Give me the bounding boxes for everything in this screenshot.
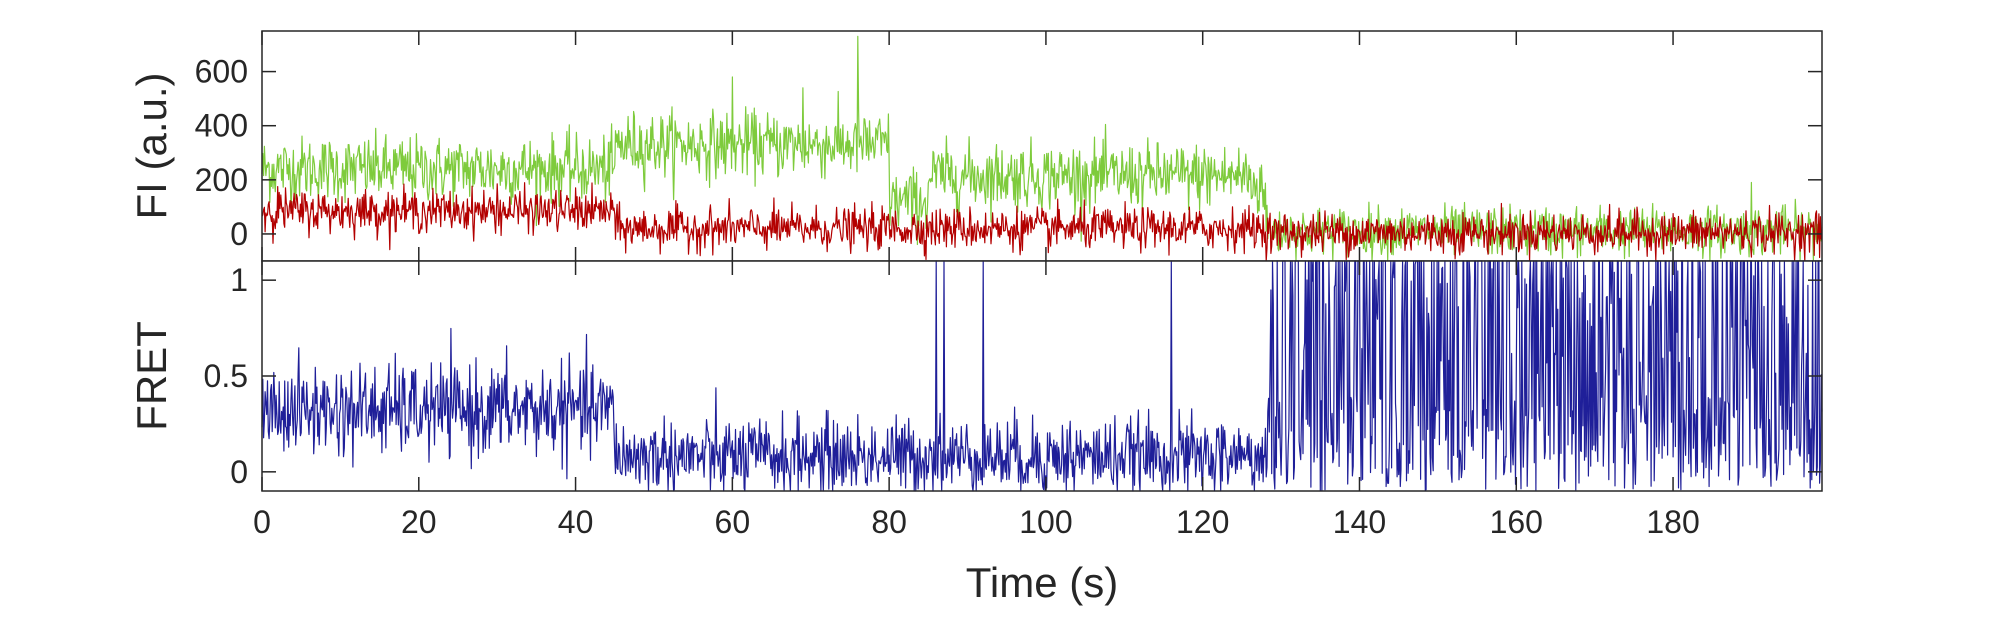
- fluorescence-y-tick-label: 0: [230, 216, 248, 252]
- fluorescence-traces: [261, 35, 1823, 262]
- fluorescence-y-tick-label: 400: [195, 108, 248, 144]
- time-x-tick-label: 0: [253, 504, 271, 540]
- fret-traces: [261, 260, 1823, 492]
- fluorescence-y-axis-label: FI (a.u.): [128, 72, 175, 219]
- time-x-tick-label: 80: [871, 504, 907, 540]
- fret-y-tick-label: 0.5: [204, 358, 248, 394]
- time-x-tick-label: 40: [558, 504, 594, 540]
- fluorescence-y-tick-label: 200: [195, 162, 248, 198]
- time-x-axis-label: Time (s): [966, 559, 1118, 606]
- time-x-ticks: 0 20 40 60 80 100 120 140 160 180: [253, 31, 1700, 540]
- fret-y-tick-label: 0: [230, 454, 248, 490]
- time-x-tick-label: 20: [401, 504, 437, 540]
- fret-y-ticks: 00.51: [204, 262, 1822, 490]
- time-x-tick-label: 100: [1019, 504, 1072, 540]
- time-x-tick-label: 140: [1333, 504, 1386, 540]
- time-x-tick-label: 120: [1176, 504, 1229, 540]
- fret-trace: [261, 260, 1823, 492]
- time-x-tick-label: 160: [1490, 504, 1543, 540]
- fluorescence-y-tick-label: 600: [195, 54, 248, 90]
- fluorescence-y-ticks: 0 200 400 600: [195, 54, 1822, 252]
- fluorescence-plot-area: [262, 31, 1822, 261]
- fret-y-tick-label: 1: [230, 262, 248, 298]
- time-x-tick-label: 60: [715, 504, 751, 540]
- time-x-tick-label: 180: [1646, 504, 1699, 540]
- fret-y-axis-label: FRET: [128, 321, 175, 431]
- acceptor-intensity-trace: [261, 182, 1823, 262]
- fret-panel: 00.51 0 20 40 60 80 100 120 140 160 180 FRET Time…: [128, 31, 1823, 606]
- fluorescence-panel: 0 200 400 600 FI (a.u.): [128, 30, 1823, 262]
